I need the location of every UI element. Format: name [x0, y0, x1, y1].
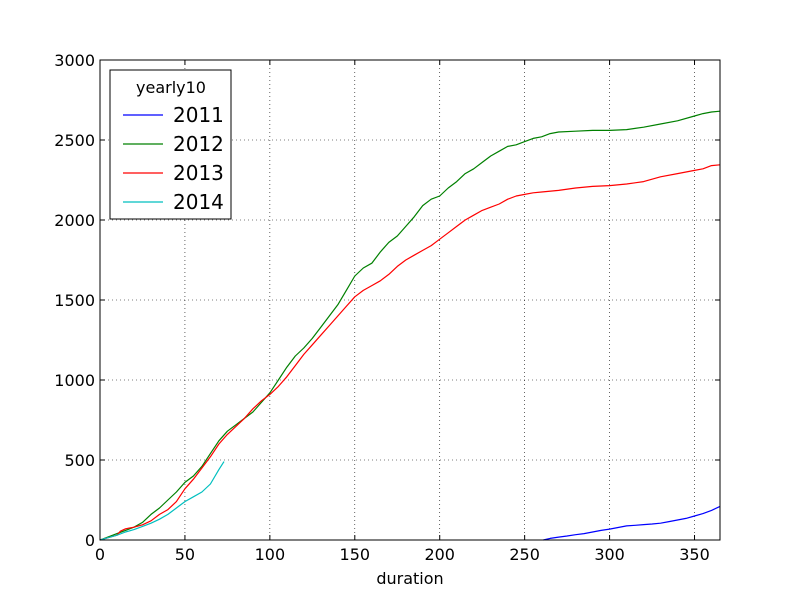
- series-line-2013: [99, 164, 721, 541]
- series-line-2011: [543, 505, 721, 541]
- x-tick-label: 50: [175, 545, 195, 564]
- y-tick-label: 1500: [54, 291, 95, 310]
- series-line-2014: [99, 461, 225, 541]
- legend-title: yearly10: [136, 78, 206, 97]
- legend-label: 2012: [173, 132, 224, 156]
- x-tick-label: 300: [594, 545, 625, 564]
- y-tick-label: 0: [85, 531, 95, 550]
- legend: yearly10 2011 2012 2013 2014: [109, 69, 232, 220]
- y-tick-label: 1000: [54, 371, 95, 390]
- x-axis-label: duration: [376, 569, 443, 588]
- ticks: 0 50 100 150 200 250 300 350 0 500 1000 1500 2000 250…: [54, 51, 720, 564]
- x-tick-label: 0: [95, 545, 105, 564]
- y-tick-label: 3000: [54, 51, 95, 70]
- legend-label: 2011: [173, 103, 224, 127]
- series-line-2012: [99, 110, 721, 541]
- legend-label: 2013: [173, 161, 224, 185]
- x-tick-label: 200: [424, 545, 455, 564]
- x-tick-label: 350: [679, 545, 710, 564]
- y-tick-label: 2000: [54, 211, 95, 230]
- y-tick-label: 2500: [54, 131, 95, 150]
- x-tick-label: 100: [255, 545, 286, 564]
- y-tick-label: 500: [64, 451, 95, 470]
- x-tick-label: 250: [509, 545, 540, 564]
- legend-label: 2014: [173, 190, 224, 214]
- legend-entries: 2011 2012 2013 2014: [123, 103, 224, 214]
- series-group: [99, 110, 721, 541]
- x-tick-label: 150: [340, 545, 371, 564]
